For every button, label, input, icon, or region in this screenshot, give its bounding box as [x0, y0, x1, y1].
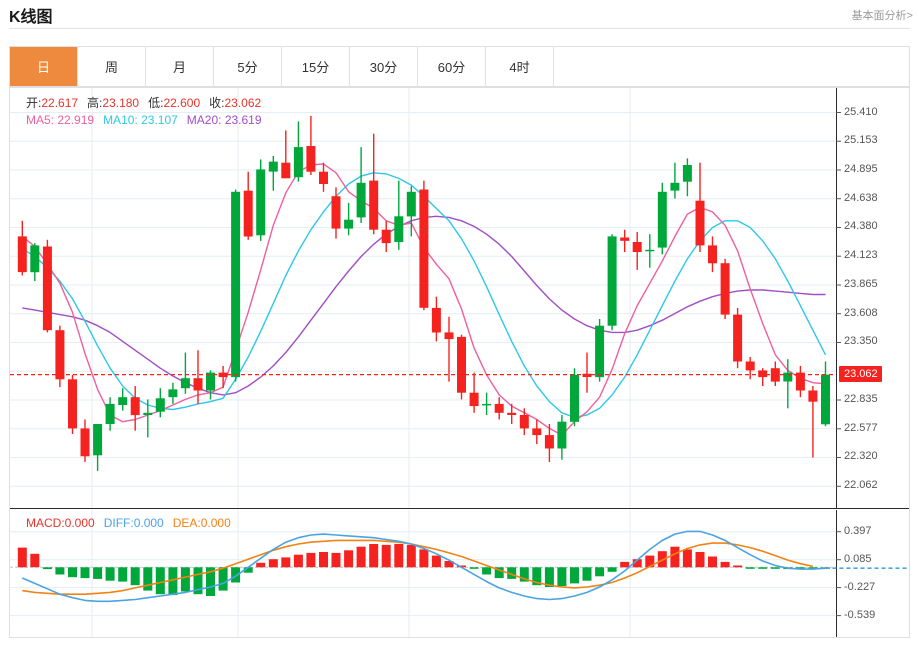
fundamental-analysis-link[interactable]: 基本面分析>: [851, 10, 913, 22]
chart-frame: 开:22.617 高:23.180 低:22.600 收:23.062 MA5: 22…: [9, 87, 910, 638]
price-chart-pane[interactable]: 开:22.617 高:23.180 低:22.600 收:23.062 MA5: 22…: [10, 88, 909, 509]
tab-month[interactable]: 月: [146, 47, 214, 86]
macd-plot: [10, 510, 909, 637]
tabbar-filler: [554, 47, 909, 86]
page-header: K线图 基本面分析>: [0, 0, 919, 29]
page-title: K线图: [9, 9, 53, 26]
tab-60min[interactable]: 60分: [418, 47, 486, 86]
current-price-tag: 23.062: [839, 365, 882, 382]
tab-4hour[interactable]: 4时: [486, 47, 554, 86]
macd-chart-pane[interactable]: MACD:0.000 DIFF:0.000 DEA:0.000 0.397 0.085…: [10, 510, 909, 637]
tab-day[interactable]: 日: [10, 47, 78, 86]
timeframe-tabbar: 日 周 月 5分 15分 30分 60分 4时: [9, 46, 910, 87]
candlestick-plot: [10, 88, 841, 508]
tab-week[interactable]: 周: [78, 47, 146, 86]
tab-5min[interactable]: 5分: [214, 47, 282, 86]
tab-15min[interactable]: 15分: [282, 47, 350, 86]
tab-30min[interactable]: 30分: [350, 47, 418, 86]
header-divider: [9, 28, 910, 29]
